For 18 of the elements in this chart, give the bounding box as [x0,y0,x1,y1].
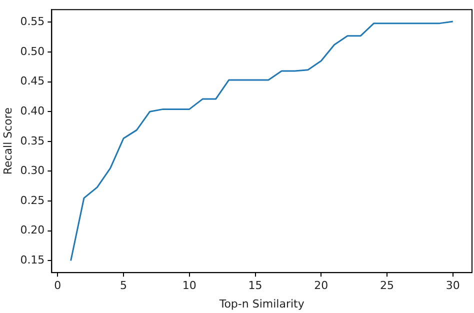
y-tick-label: 0.40 [20,104,45,118]
x-tick-label: 30 [446,279,460,292]
y-tick-label: 0.15 [20,254,45,267]
y-tick-label: 0.35 [20,134,45,148]
x-tick-label: 10 [182,279,196,292]
x-tick-label: 15 [248,279,262,292]
y-tick-label: 0.55 [20,14,45,28]
x-tick-label: 25 [380,279,394,292]
y-tick-label: 0.20 [20,224,45,237]
x-tick-label: 0 [54,279,62,292]
y-tick-label: 0.30 [20,164,45,178]
y-axis-title: Recall Score [1,107,14,175]
y-tick-label: 0.50 [20,44,45,58]
x-tick-label: 5 [120,279,127,292]
x-tick-label: 20 [314,279,328,292]
y-tick-label: 0.25 [20,194,45,207]
x-axis-title: Top-n Similarity [218,297,305,310]
y-tick-label: 0.45 [20,74,45,88]
